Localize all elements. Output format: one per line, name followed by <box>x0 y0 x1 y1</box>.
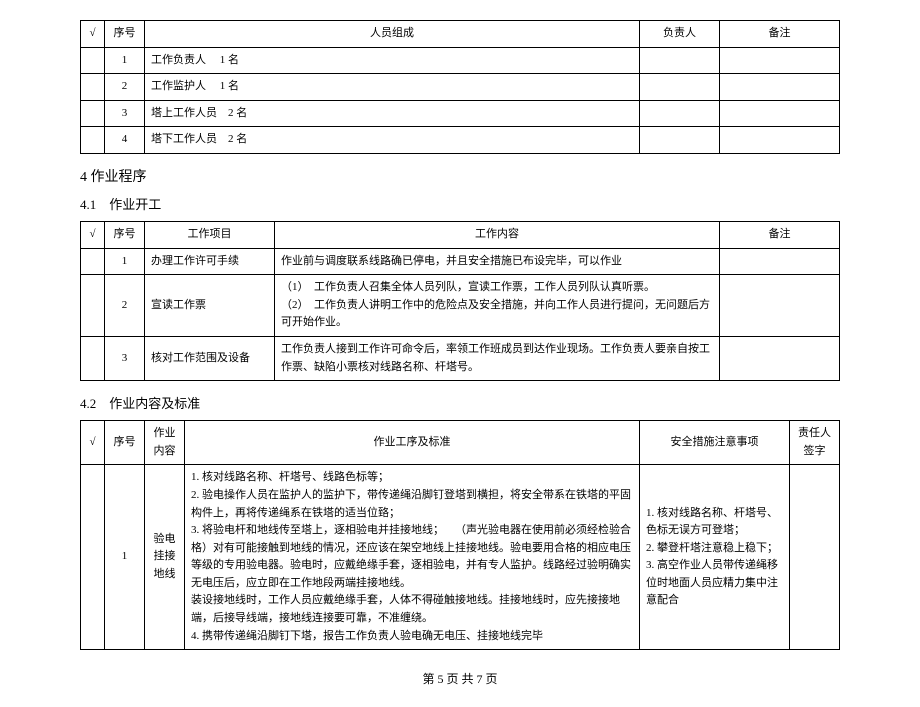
work-content-table: √ 序号 作业内容 作业工序及标准 安全措施注意事项 责任人签字 1 验电挂接地… <box>80 420 840 650</box>
t1-r2-seq: 2 <box>105 74 145 101</box>
t1-h-seq: 序号 <box>105 21 145 48</box>
t1-r4-seq: 4 <box>105 127 145 154</box>
t1-r4-note <box>720 127 840 154</box>
t3-r1-sign <box>790 465 840 650</box>
t1-h-note: 备注 <box>720 21 840 48</box>
t2-h-seq: 序号 <box>105 221 145 248</box>
t1-r3-comp: 塔上工作人员 2 名 <box>145 100 640 127</box>
t2-r1-item: 办理工作许可手续 <box>145 248 275 275</box>
t2-h-item: 工作项目 <box>145 221 275 248</box>
t1-r1-comp: 工作负责人 1 名 <box>145 47 640 74</box>
t1-r2-resp <box>640 74 720 101</box>
t1-r3-resp <box>640 100 720 127</box>
t3-r1-safe: 1. 核对线路名称、杆塔号、色标无误方可登塔； 2. 攀登杆塔注意稳上稳下； 3… <box>640 465 790 650</box>
section-41-heading: 4.1 作业开工 <box>80 194 840 213</box>
t3-r1-op: 验电挂接地线 <box>145 465 185 650</box>
personnel-table: √ 序号 人员组成 负责人 备注 1工作负责人 1 名 2工作监护人 1 名 3… <box>80 20 840 154</box>
t3-h-safe: 安全措施注意事项 <box>640 421 790 465</box>
t2-h-note: 备注 <box>720 221 840 248</box>
t1-h-resp: 负责人 <box>640 21 720 48</box>
section-4-heading: 4 作业程序 <box>80 166 840 186</box>
startup-table: √ 序号 工作项目 工作内容 备注 1办理工作许可手续作业前与调度联系线路确已停… <box>80 221 840 381</box>
t2-h-check: √ <box>81 221 105 248</box>
t2-r2-seq: 2 <box>105 275 145 337</box>
t3-h-op: 作业内容 <box>145 421 185 465</box>
t2-r1-content: 作业前与调度联系线路确已停电，并且安全措施已布设完毕，可以作业 <box>275 248 720 275</box>
t3-h-sign: 责任人签字 <box>790 421 840 465</box>
t2-r1-seq: 1 <box>105 248 145 275</box>
t2-r3-seq: 3 <box>105 336 145 380</box>
section-42-heading: 4.2 作业内容及标准 <box>80 393 840 412</box>
t2-h-content: 工作内容 <box>275 221 720 248</box>
t1-r4-comp: 塔下工作人员 2 名 <box>145 127 640 154</box>
t2-r2-item: 宣读工作票 <box>145 275 275 337</box>
t3-h-seq: 序号 <box>105 421 145 465</box>
t3-h-proc: 作业工序及标准 <box>185 421 640 465</box>
t2-r2-content: （1） 工作负责人召集全体人员列队，宣读工作票，工作人员列队认真听票。 （2） … <box>275 275 720 337</box>
t1-r1-resp <box>640 47 720 74</box>
t2-r3-content: 工作负责人接到工作许可命令后，率领工作班成员到达作业现场。工作负责人要亲自按工作… <box>275 336 720 380</box>
t1-h-check: √ <box>81 21 105 48</box>
t1-r4-resp <box>640 127 720 154</box>
t2-r2-note <box>720 275 840 337</box>
t1-r1-note <box>720 47 840 74</box>
t2-r3-item: 核对工作范围及设备 <box>145 336 275 380</box>
t1-r2-comp: 工作监护人 1 名 <box>145 74 640 101</box>
t1-h-comp: 人员组成 <box>145 21 640 48</box>
t1-r1-seq: 1 <box>105 47 145 74</box>
t2-r1-note <box>720 248 840 275</box>
t2-r3-note <box>720 336 840 380</box>
t1-r3-seq: 3 <box>105 100 145 127</box>
t1-r2-note <box>720 74 840 101</box>
t3-r1-seq: 1 <box>105 465 145 650</box>
page-footer: 第 5 页 共 7 页 <box>80 670 840 687</box>
t3-r1-proc: 1. 核对线路名称、杆塔号、线路色标等； 2. 验电操作人员在监护人的监护下，带… <box>185 465 640 650</box>
t3-h-check: √ <box>81 421 105 465</box>
t1-r3-note <box>720 100 840 127</box>
